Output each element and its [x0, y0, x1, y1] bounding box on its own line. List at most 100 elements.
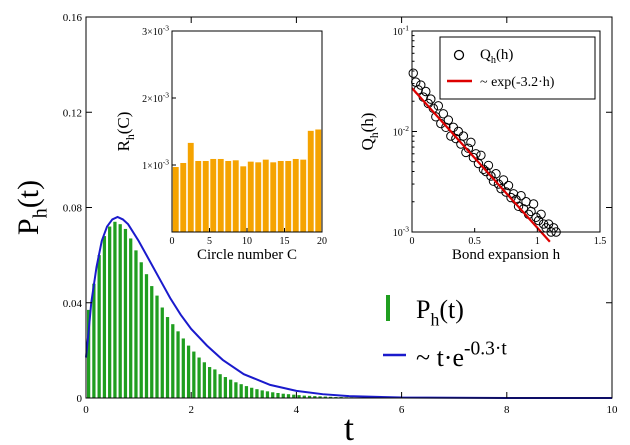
inset-qh-x-tick-label: 1.5 [594, 236, 607, 247]
bar-p-h-t [92, 283, 96, 398]
inset-rc-x-tick-label: 0 [170, 236, 175, 247]
bar-p-h-t [113, 221, 117, 398]
bar-r-h-c [247, 161, 254, 232]
inset-qh-y-tick-label: 10-3 [393, 225, 409, 240]
bar-p-h-t [202, 362, 206, 398]
bar-p-h-t [328, 396, 333, 398]
legend-label-exp-fit: ~ exp(-3.2·h) [480, 75, 555, 90]
data-point-q-h [476, 150, 486, 160]
bar-p-h-t [160, 307, 164, 398]
inset-rc-x-tick-label: 10 [242, 236, 252, 247]
bar-r-h-c [195, 160, 202, 232]
bar-p-h-t [134, 250, 138, 398]
x-tick-label: 0 [83, 404, 89, 416]
bar-p-h-t [313, 396, 317, 398]
bar-r-h-c [300, 159, 307, 232]
bar-p-h-t [108, 226, 112, 398]
bar-p-h-t [102, 236, 107, 398]
bar-r-h-c [180, 162, 187, 232]
bar-r-h-c [202, 160, 209, 232]
inset-qh-y-label: Qh(h) [358, 113, 381, 151]
y-axis-label: Ph(t) [12, 180, 51, 235]
bar-r-h-c [285, 160, 292, 232]
bar-p-h-t [197, 357, 201, 398]
x-tick-label: 10 [607, 404, 619, 416]
bar-p-h-t [223, 377, 228, 398]
data-point-q-h [483, 160, 494, 171]
bar-r-h-c [187, 142, 194, 232]
x-tick-label: 4 [294, 404, 300, 416]
bar-p-h-t [207, 367, 212, 398]
inset-rc-x-tick-label: 15 [280, 236, 290, 247]
y-tick-label: 0.12 [63, 107, 82, 119]
bar-p-h-t [239, 384, 243, 398]
inset-qh-x-label: Bond expansion h [452, 247, 561, 263]
bar-p-h-t [97, 255, 101, 398]
bar-p-h-t [323, 396, 327, 398]
bar-p-h-t [186, 345, 191, 398]
data-point-q-h [473, 158, 484, 169]
data-point-q-h [466, 137, 476, 148]
y-tick-label: 0.04 [63, 298, 83, 310]
inset-qh-y-tick-label: 10-1 [393, 24, 409, 39]
data-point-q-h [513, 201, 524, 212]
data-point-q-h [426, 94, 436, 104]
bar-p-h-t [165, 317, 170, 398]
bar-p-h-t [144, 274, 149, 398]
inset-rc-background [172, 31, 322, 232]
bar-p-h-t [155, 295, 159, 398]
data-point-q-h [416, 80, 426, 90]
bar-p-h-t [192, 351, 196, 398]
inset-rc-y-label: Rh(C) [114, 112, 137, 152]
bar-p-h-t [244, 386, 249, 398]
bar-p-h-t [234, 382, 238, 398]
inset-qh-legend-box [439, 36, 596, 100]
legend-marker-circle [453, 49, 465, 61]
inset-rc-x-tick-label: 5 [207, 236, 212, 247]
bar-r-h-c [270, 162, 277, 232]
fit-curve [85, 215, 612, 399]
bar-p-h-t [265, 391, 270, 398]
bar-p-h-t [229, 379, 233, 398]
legend-label-q-h: Qh(h) [480, 47, 513, 66]
inset-qh-x-tick-label: 1 [535, 236, 540, 247]
data-point-q-h [501, 187, 511, 197]
bar-r-h-c [315, 129, 322, 232]
bar-p-h-t [213, 369, 217, 398]
inset-rc-x-label: Circle number C [197, 247, 297, 263]
bar-r-h-c [262, 159, 269, 232]
inset-qh-x-tick-label: 0.5 [468, 236, 481, 247]
data-point-q-h [438, 109, 449, 119]
bar-r-h-c [172, 167, 179, 232]
inset-rc-y-tick-label: 2×10-3 [142, 91, 169, 106]
bar-r-h-c [292, 158, 299, 232]
bar-p-h-t [271, 392, 275, 398]
data-point-q-h [458, 131, 469, 141]
bar-r-h-c [232, 160, 239, 232]
data-point-q-h [443, 115, 454, 125]
data-point-q-h [491, 169, 501, 179]
bar-p-h-t [139, 262, 143, 398]
x-tick-label: 8 [504, 404, 510, 416]
bar-p-h-t [318, 396, 322, 398]
legend-label-p-h-t: Ph(t) [416, 295, 464, 329]
data-point-q-h [486, 171, 496, 181]
bar-p-h-t [302, 395, 306, 398]
x-axis-label: t [344, 408, 354, 445]
y-tick-label: 0.16 [63, 12, 83, 24]
bar-p-h-t [129, 238, 133, 398]
x-tick-label: 2 [188, 404, 194, 416]
bar-p-h-t [176, 331, 180, 398]
bar-p-h-t [276, 392, 280, 398]
inset-rc-y-tick-label: 1×10-3 [142, 158, 169, 173]
bar-p-h-t [123, 228, 128, 398]
bar-p-h-t [118, 224, 122, 398]
data-point-q-h [516, 190, 526, 201]
data-point-q-h [503, 180, 514, 191]
bar-p-h-t [260, 390, 264, 398]
inset-qh-y-tick-label: 10-2 [393, 124, 409, 139]
bar-p-h-t [292, 394, 296, 398]
bar-p-h-t [150, 286, 154, 398]
bar-p-h-t [286, 394, 291, 398]
